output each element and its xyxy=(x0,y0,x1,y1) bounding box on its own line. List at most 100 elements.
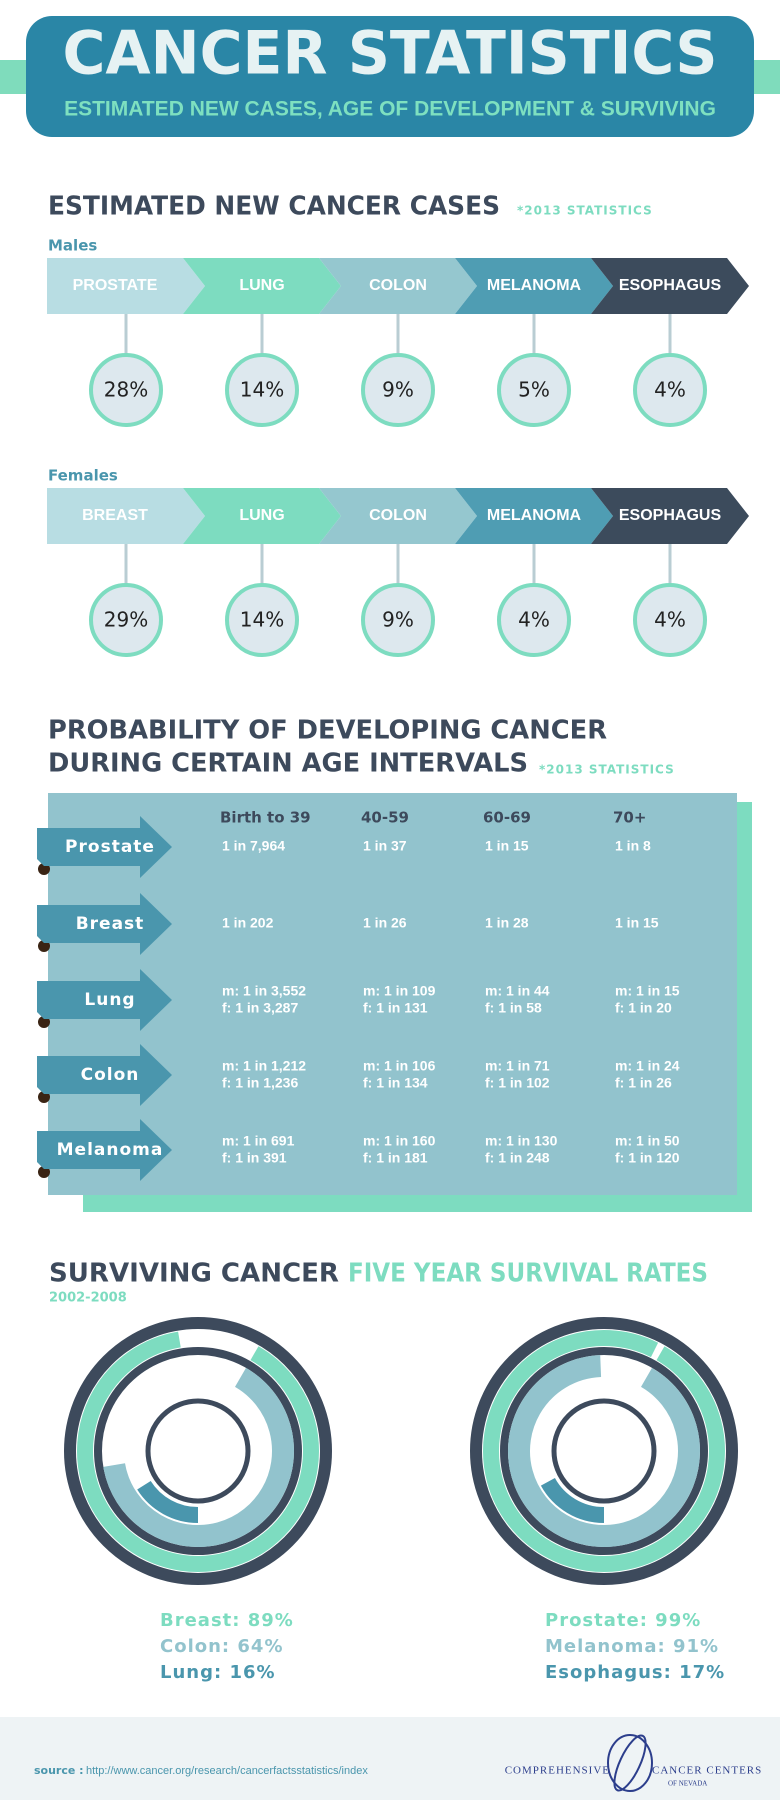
cell-text: 1 in 37 xyxy=(363,838,407,854)
logo-swirl xyxy=(607,1734,653,1792)
cell-text: m: 1 in 109 xyxy=(363,983,436,999)
cell-text: m: 1 in 106 xyxy=(363,1058,436,1074)
cell-text: 1 in 202 xyxy=(222,915,274,931)
donut-chart xyxy=(470,1317,738,1585)
donut-chart xyxy=(64,1317,332,1585)
cell-text: f: 1 in 3,287 xyxy=(222,1000,298,1016)
group-label: Males xyxy=(48,237,97,255)
donut-inner xyxy=(551,1398,657,1504)
source-label: source : xyxy=(34,1764,84,1777)
share-circle xyxy=(225,353,299,427)
chevron-segment xyxy=(183,488,341,544)
ring-arc xyxy=(532,1379,676,1523)
ring-arc xyxy=(126,1379,270,1523)
share-value: 29% xyxy=(104,608,148,632)
cell-text: m: 1 in 160 xyxy=(363,1133,436,1149)
row-arrow xyxy=(37,1119,172,1181)
share-circle xyxy=(497,583,571,657)
ring-legend: Prostate: 99% xyxy=(545,1610,701,1631)
footer-band xyxy=(0,1717,780,1800)
cell-text: m: 1 in 50 xyxy=(615,1133,680,1149)
cell-text: m: 1 in 24 xyxy=(615,1058,680,1074)
header-banner xyxy=(26,16,754,137)
cancer-name: PROSTATE xyxy=(73,277,158,294)
section-title: PROBABILITY OF DEVELOPING CANCER xyxy=(48,716,607,746)
logo-text: OF NEVADA xyxy=(668,1780,707,1788)
stat-note: *2013 STATISTICS xyxy=(517,204,653,218)
cancer-name: ESOPHAGUS xyxy=(619,277,722,294)
share-circle xyxy=(633,583,707,657)
source-url: http://www.cancer.org/research/cancerfac… xyxy=(86,1765,368,1777)
row-arrow xyxy=(37,969,172,1031)
row-arrow xyxy=(37,893,172,955)
cell-text: 1 in 7,964 xyxy=(222,838,285,854)
section-title: SURVIVING CANCER xyxy=(49,1259,339,1289)
cell-text: f: 1 in 120 xyxy=(615,1150,680,1166)
donut-inner xyxy=(145,1398,251,1504)
share-value: 14% xyxy=(240,378,284,402)
logo-text: COMPREHENSIVE xyxy=(505,1765,610,1777)
share-circle xyxy=(497,353,571,427)
cancer-name: MELANOMA xyxy=(487,507,582,524)
ring-arc xyxy=(101,1355,294,1547)
ring-legend: Melanoma: 91% xyxy=(545,1636,719,1657)
logo-text: CANCER CENTERS xyxy=(652,1765,762,1777)
cell-text: m: 1 in 691 xyxy=(222,1133,295,1149)
cell-text: m: 1 in 15 xyxy=(615,983,680,999)
cell-text: f: 1 in 26 xyxy=(615,1075,672,1091)
share-value: 28% xyxy=(104,378,148,402)
group-label: Females xyxy=(48,467,118,485)
cancer-name: COLON xyxy=(369,507,427,524)
chevron-segment xyxy=(47,488,205,544)
chevron-segment xyxy=(591,258,749,314)
section-title: ESTIMATED NEW CANCER CASES xyxy=(48,192,500,222)
share-value: 14% xyxy=(240,608,284,632)
donut-separator xyxy=(94,1347,302,1555)
cell-text: 1 in 28 xyxy=(485,915,529,931)
cancer-name: ESOPHAGUS xyxy=(619,507,722,524)
row-label: Breast xyxy=(76,914,145,934)
share-value: 9% xyxy=(382,378,414,402)
ring-legend: Colon: 64% xyxy=(160,1636,283,1657)
cancer-name: LUNG xyxy=(239,277,284,294)
page-title: CANCER STATISTICS xyxy=(63,19,718,89)
chevron-segment xyxy=(455,258,613,314)
page-subtitle: ESTIMATED NEW CASES, AGE OF DEVELOPMENT … xyxy=(64,98,716,121)
row-arrow xyxy=(37,816,172,878)
cell-text: m: 1 in 44 xyxy=(485,983,550,999)
cell-text: 1 in 15 xyxy=(615,915,659,931)
chevron-segment xyxy=(183,258,341,314)
column-header: 60-69 xyxy=(483,809,531,827)
row-label: Prostate xyxy=(65,837,155,857)
share-circle xyxy=(89,353,163,427)
section-title: DURING CERTAIN AGE INTERVALS xyxy=(48,749,528,779)
chevron-segment xyxy=(319,488,477,544)
share-value: 4% xyxy=(654,608,686,632)
share-value: 4% xyxy=(654,378,686,402)
cancer-name: MELANOMA xyxy=(487,277,582,294)
cell-text: f: 1 in 181 xyxy=(363,1150,428,1166)
row-label: Lung xyxy=(84,990,135,1010)
cell-text: f: 1 in 391 xyxy=(222,1150,287,1166)
ring-arc xyxy=(508,1355,700,1547)
cell-text: f: 1 in 20 xyxy=(615,1000,672,1016)
cell-text: f: 1 in 1,236 xyxy=(222,1075,298,1091)
ring-arc xyxy=(77,1330,319,1572)
cell-text: 1 in 26 xyxy=(363,915,407,931)
cell-text: 1 in 15 xyxy=(485,838,529,854)
ring-legend: Lung: 16% xyxy=(160,1662,276,1683)
cell-text: m: 1 in 1,212 xyxy=(222,1058,306,1074)
row-label: Colon xyxy=(81,1065,140,1085)
ring-legend: Esophagus: 17% xyxy=(545,1662,725,1683)
share-circle xyxy=(225,583,299,657)
cell-text: f: 1 in 102 xyxy=(485,1075,550,1091)
share-value: 4% xyxy=(518,608,550,632)
chevron-segment xyxy=(455,488,613,544)
column-header: Birth to 39 xyxy=(220,809,311,827)
row-label: Melanoma xyxy=(57,1140,164,1160)
share-value: 5% xyxy=(518,378,550,402)
share-circle xyxy=(361,583,435,657)
chevron-segment xyxy=(591,488,749,544)
period: 2002-2008 xyxy=(49,1291,127,1306)
